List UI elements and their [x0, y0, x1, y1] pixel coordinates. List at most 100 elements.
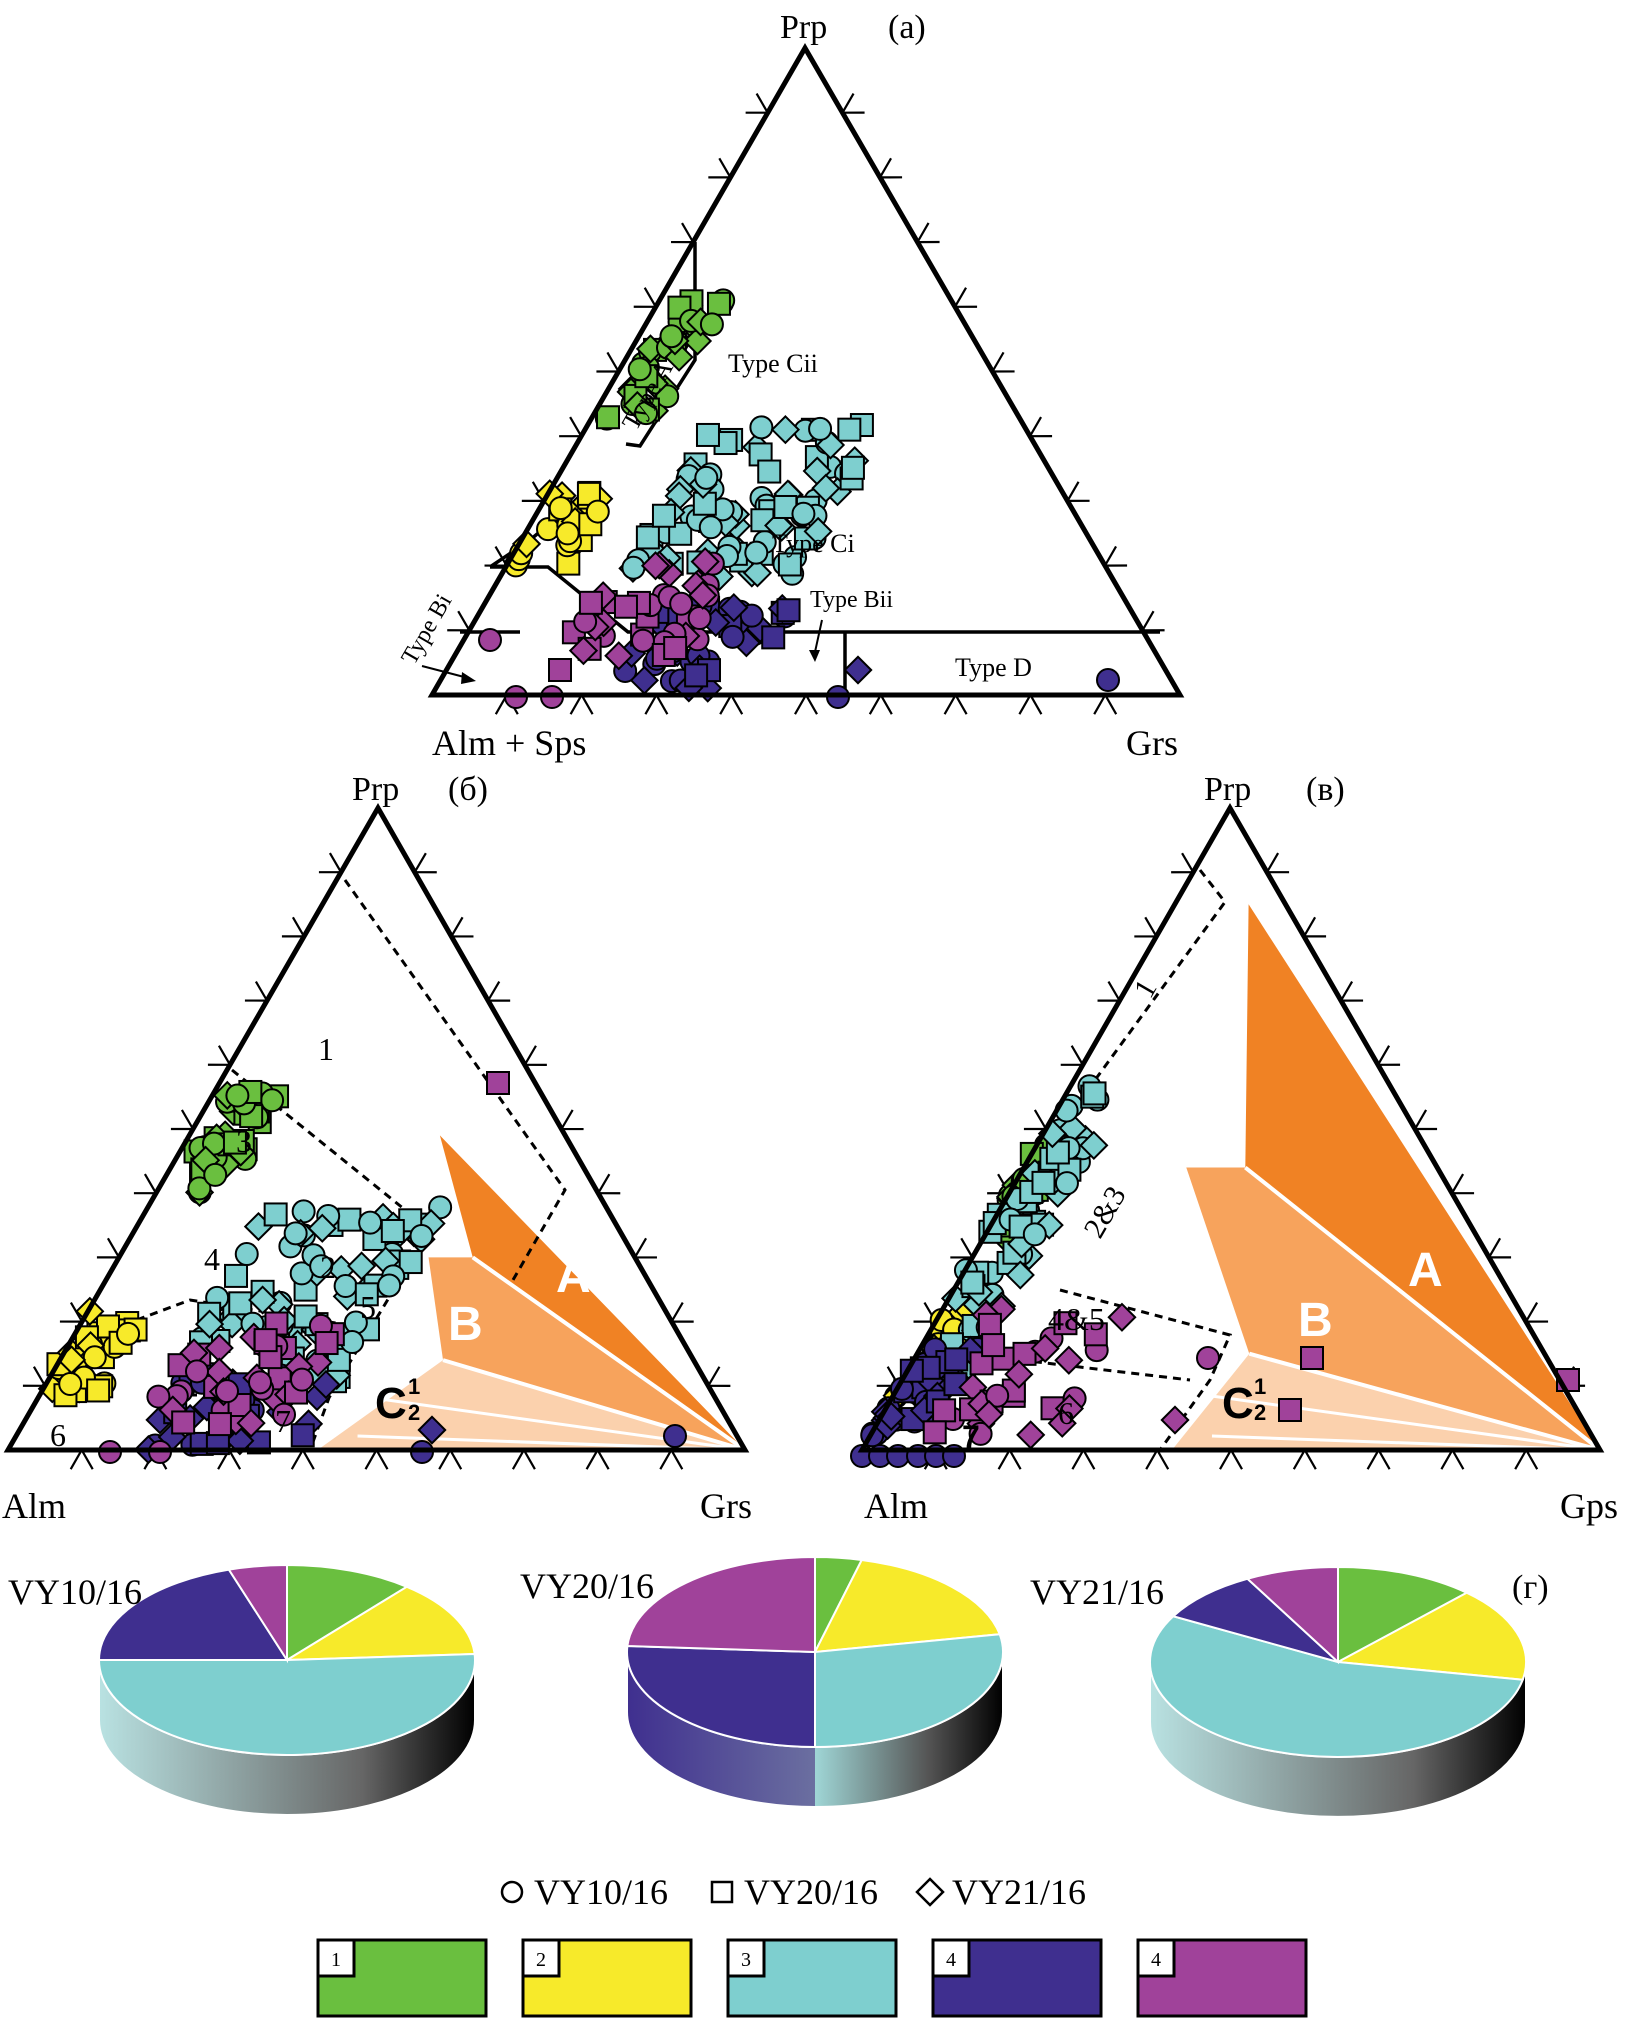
tick-mark-bottom: [1440, 1447, 1465, 1470]
tick-mark-bottom: [868, 692, 893, 715]
pie-title: VY20/16: [520, 1566, 654, 1606]
pie-chart-VY10/16: VY10/16: [8, 1563, 476, 1816]
data-point-square: [207, 1412, 232, 1437]
data-point-circle: [58, 1372, 83, 1397]
apex-label-prp-c: Prp: [1204, 771, 1251, 808]
field-label-C-sub-b: 2: [408, 1400, 420, 1425]
data-point-square: [840, 455, 865, 480]
data-point-circle: [699, 312, 724, 337]
data-point-circle: [808, 416, 833, 441]
data-point-diamond: [1005, 1260, 1035, 1290]
pie-slice-group-2: [1334, 1591, 1527, 1681]
boundary-field-1: [343, 879, 567, 1281]
tick-mark-right: [1376, 1045, 1401, 1066]
tick-mark-left: [133, 1173, 158, 1195]
data-point-circle: [630, 628, 655, 653]
data-point-square: [635, 525, 660, 550]
tick-mark-right: [632, 1237, 657, 1259]
data-point-circle: [478, 628, 502, 652]
pie-slice-group-5: [626, 1555, 816, 1654]
tick-mark-bottom: [69, 1447, 94, 1470]
data-point-circle: [187, 1176, 212, 1201]
tick-mark-bottom: [1093, 692, 1118, 715]
ternary-frame-a: [427, 43, 1185, 698]
data-point-diamond: [248, 1285, 278, 1315]
arrow-type-bi: [421, 665, 469, 679]
data-point-circle: [634, 401, 659, 426]
tick-mark-bottom: [290, 1447, 315, 1470]
tick-mark-left: [96, 1237, 121, 1259]
data-point-square: [398, 1250, 423, 1275]
data-point-circle: [968, 1421, 993, 1446]
pie-slice-group-5: [227, 1563, 288, 1664]
pie-slice-group-4: [626, 1645, 816, 1749]
tick-mark-right: [1450, 1173, 1475, 1195]
data-point-square: [922, 1420, 947, 1445]
boundary-field-6-c: [1019, 1358, 1191, 1382]
field-label-5-b: 5: [360, 1289, 376, 1325]
field-label-B-b: B: [448, 1298, 483, 1351]
data-point-circle: [791, 501, 816, 526]
tick-mark-left: [745, 93, 770, 114]
tick-mark-right: [1302, 916, 1327, 938]
tick-mark-left: [559, 416, 584, 438]
data-point-circle: [358, 1210, 383, 1235]
field-separator: [1244, 1165, 1602, 1452]
tick-mark-bottom: [1071, 1447, 1096, 1470]
legend-swatch-num-box: [726, 1938, 766, 1978]
sample-symbol-legend: VY10/16 VY20/16 VY21/16: [500, 1872, 1086, 1912]
data-point-diamond: [811, 473, 841, 503]
data-point-circle: [260, 1088, 285, 1113]
data-point-circle: [669, 591, 694, 616]
data-point-square: [224, 1263, 249, 1288]
data-point-circle: [289, 1367, 314, 1392]
boundary-field-45-c: [1059, 1288, 1233, 1451]
data-point-circle: [1196, 1346, 1220, 1370]
data-point-square: [290, 1423, 315, 1448]
tick-mark-left: [1134, 916, 1159, 938]
legend-swatch-num: 2: [536, 1949, 546, 1971]
data-point-square: [981, 1333, 1006, 1358]
data-point-diamond: [1160, 1405, 1190, 1435]
data-point-circle: [1096, 668, 1120, 692]
tick-mark-bottom: [644, 692, 669, 715]
data-point-square: [1053, 1311, 1078, 1336]
data-point-square: [548, 658, 572, 682]
field-label-B-c: B: [1298, 1294, 1333, 1347]
tick-mark-right: [669, 1301, 694, 1323]
data-point-square: [171, 1410, 196, 1435]
field-label-A-c: A: [1408, 1244, 1443, 1297]
pie-title: VY21/16: [1030, 1572, 1164, 1612]
data-point-square: [1278, 1398, 1302, 1422]
data-point-circle: [203, 1162, 228, 1187]
data-point-square: [706, 291, 731, 316]
data-point-diamond: [511, 529, 542, 559]
data-point-circle: [744, 540, 769, 565]
tick-mark-bottom: [1018, 692, 1043, 715]
data-point-circle: [409, 1223, 434, 1248]
data-point-diamond: [1016, 1420, 1046, 1450]
data-point-square: [757, 459, 782, 484]
data-point-circle: [663, 1424, 687, 1448]
tick-mark-right: [915, 222, 940, 244]
pie-slice-group-3: [97, 1653, 476, 1756]
data-point-diamond: [719, 592, 749, 623]
arrow-type-bii: [814, 619, 823, 653]
tick-mark-bottom: [364, 1447, 389, 1470]
tick-mark-right: [1065, 481, 1090, 503]
pie-slice-group-2: [813, 1558, 1002, 1654]
data-point-square: [1083, 1322, 1108, 1347]
tick-mark-right: [1339, 980, 1364, 1002]
tick-mark-right: [1028, 416, 1053, 438]
legend-label-sample: VY10/16: [534, 1872, 668, 1912]
data-point-square: [314, 1331, 339, 1356]
data-point-square: [1082, 1081, 1107, 1106]
data-point-square: [932, 1398, 957, 1423]
data-point-circle: [333, 1274, 358, 1299]
data-point-square: [944, 1347, 969, 1372]
pie-slice-group-5: [1245, 1565, 1339, 1665]
tick-mark-right: [1103, 545, 1128, 567]
tick-mark-left: [1097, 980, 1122, 1002]
data-point-circle: [548, 496, 573, 521]
data-point-square: [695, 422, 720, 447]
